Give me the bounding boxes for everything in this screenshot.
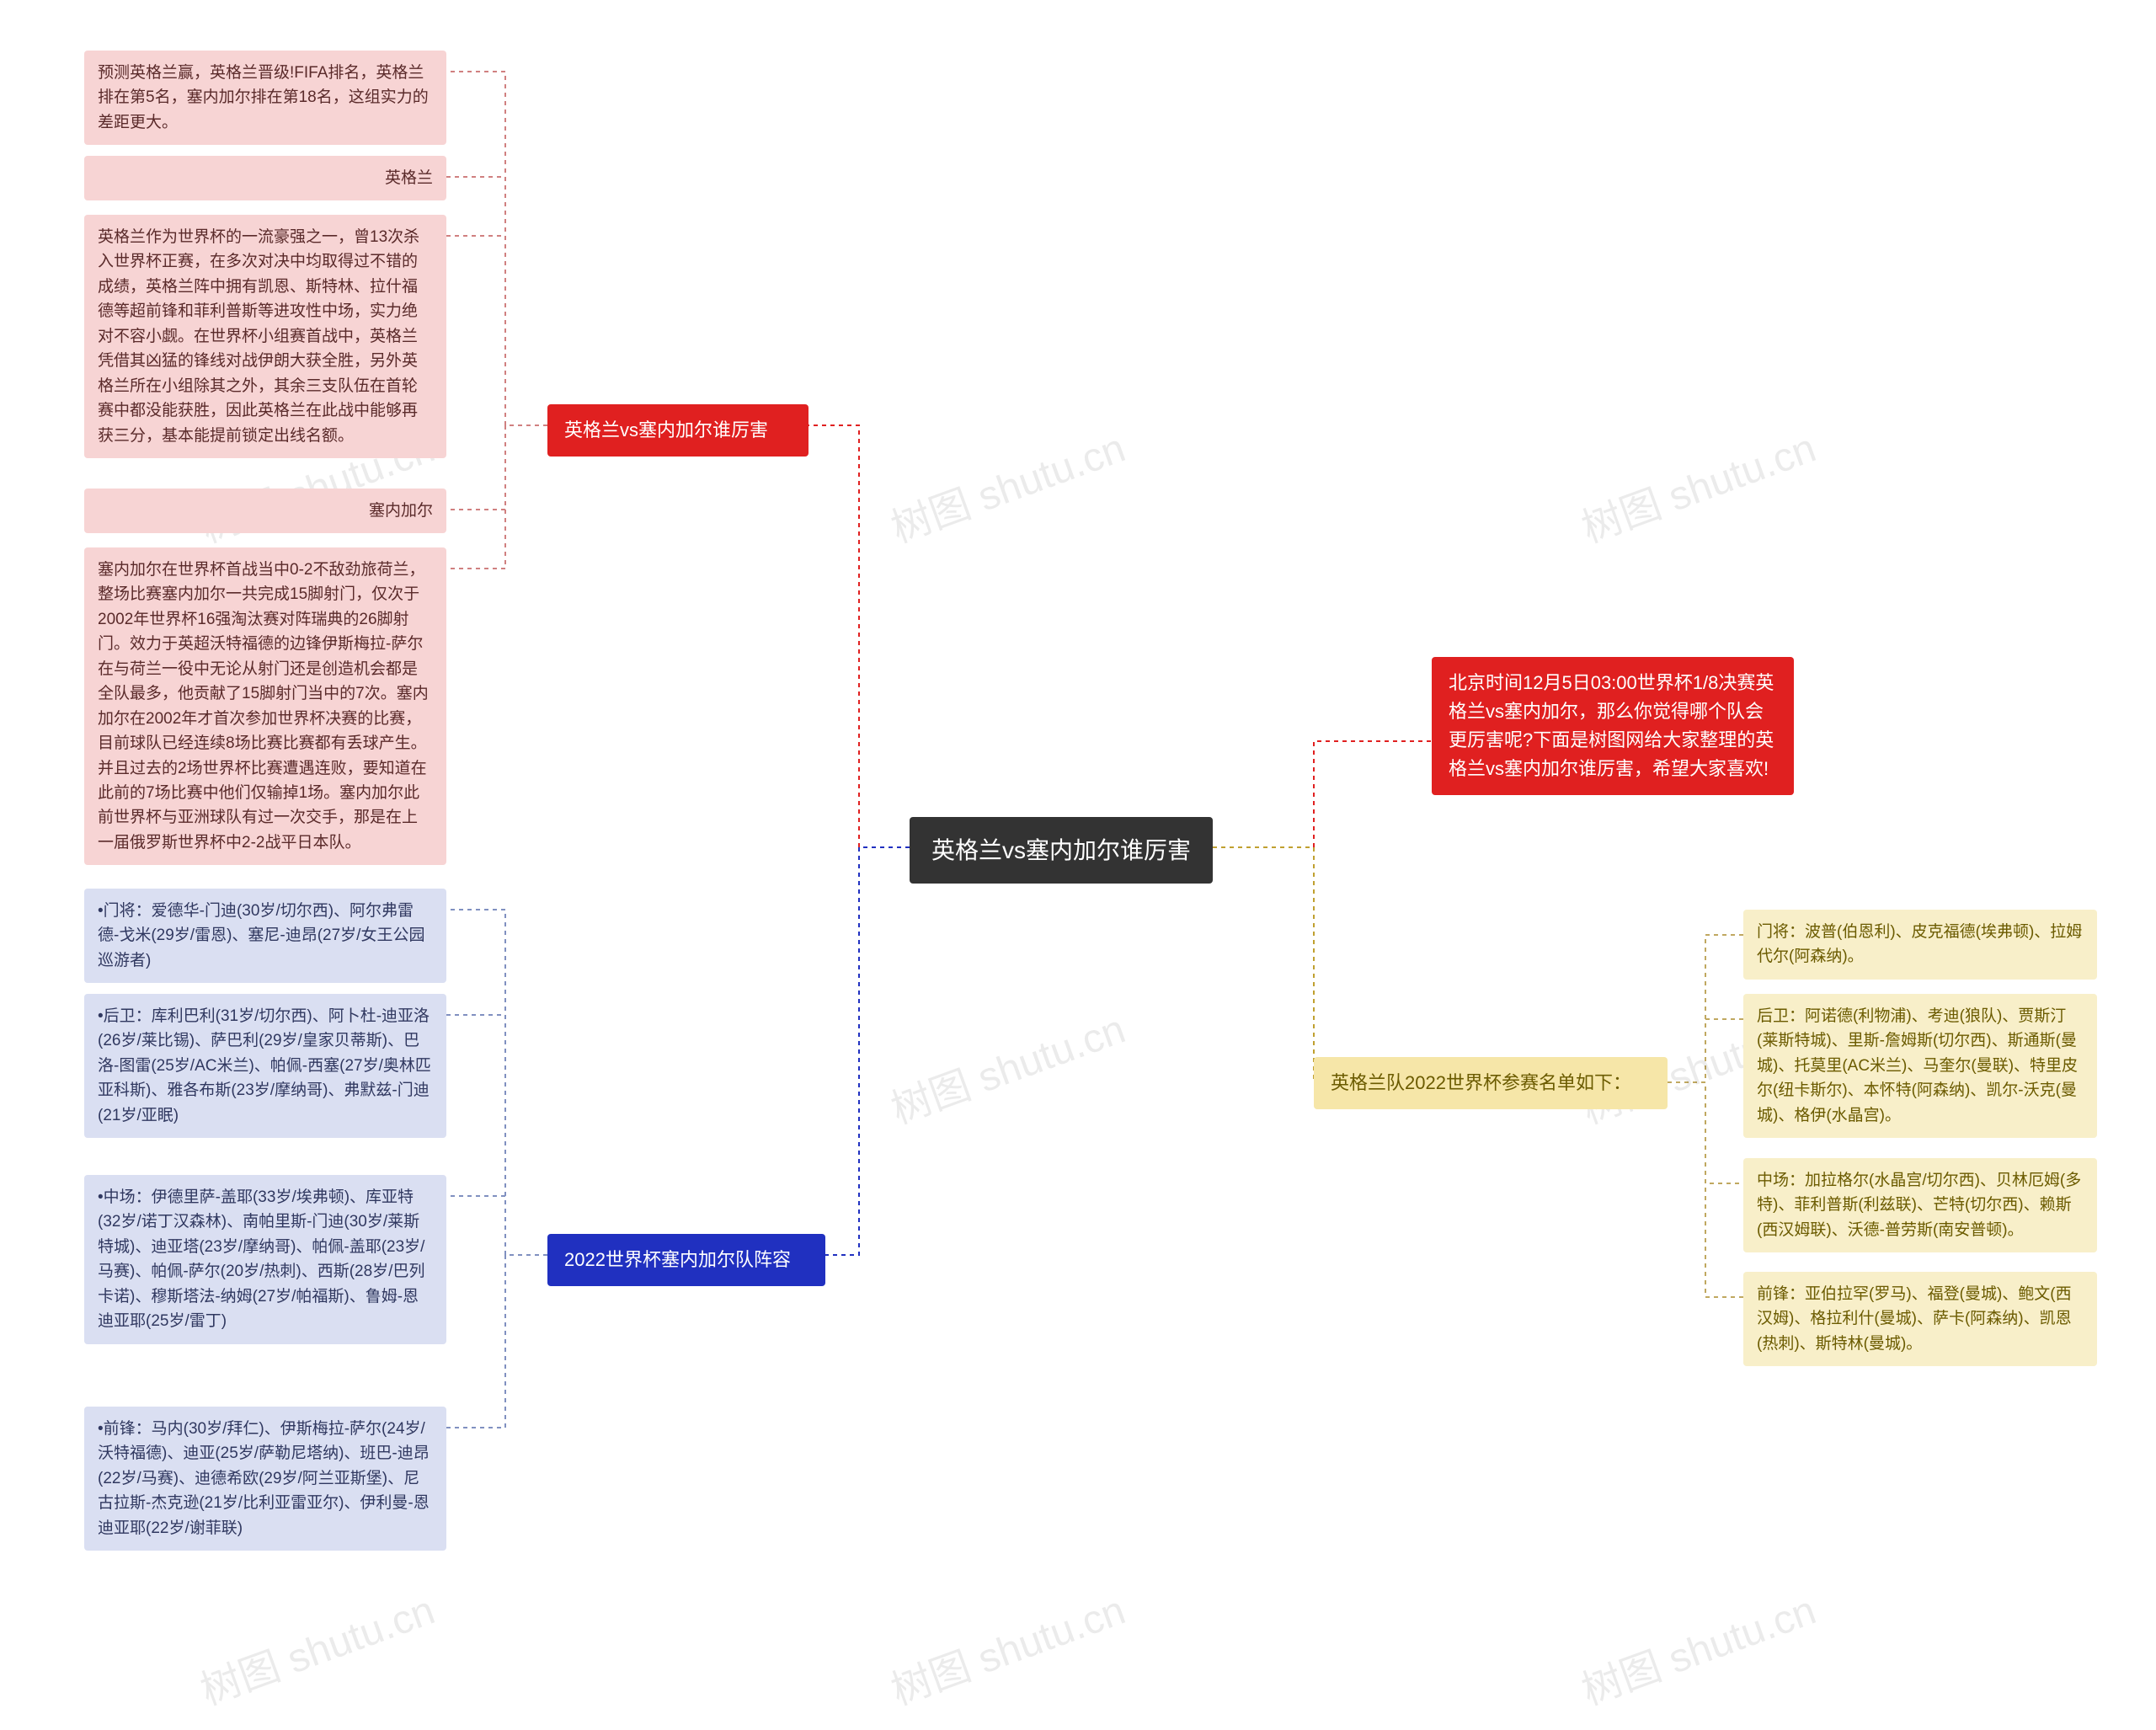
england-squad-mf: 中场：加拉格尔(水晶宫/切尔西)、贝林厄姆(多特)、菲利普斯(利兹联)、芒特(切…	[1743, 1158, 2097, 1252]
senegal-squad-mf: •中场：伊德里萨-盖耶(33岁/埃弗顿)、库亚特(32岁/诺丁汉森林)、南帕里斯…	[84, 1175, 446, 1344]
senegal-squad-title: 2022世界杯塞内加尔队阵容	[547, 1234, 825, 1286]
england-squad-fw: 前锋：亚伯拉罕(罗马)、福登(曼城)、鲍文(西汉姆)、格拉利什(曼城)、萨卡(阿…	[1743, 1272, 2097, 1366]
england-squad-df: 后卫：阿诺德(利物浦)、考迪(狼队)、贾斯汀(莱斯特城)、里斯-詹姆斯(切尔西)…	[1743, 994, 2097, 1138]
england-squad-title: 英格兰队2022世界杯参赛名单如下：	[1314, 1057, 1668, 1109]
senegal-squad-df: •后卫：库利巴利(31岁/切尔西)、阿卜杜-迪亚洛(26岁/莱比锡)、萨巴利(2…	[84, 994, 446, 1138]
intro-node: 北京时间12月5日03:00世界杯1/8决赛英格兰vs塞内加尔，那么你觉得哪个队…	[1432, 657, 1794, 795]
vs-england-label: 英格兰	[84, 156, 446, 200]
vs-senegal-analysis: 塞内加尔在世界杯首战当中0-2不敌劲旅荷兰，整场比赛塞内加尔一共完成15脚射门，…	[84, 547, 446, 865]
senegal-squad-gk: •门将：爱德华-门迪(30岁/切尔西)、阿尔弗雷德-戈米(29岁/雷恩)、塞尼-…	[84, 889, 446, 983]
vs-prediction: 预测英格兰赢，英格兰晋级!FIFA排名，英格兰排在第5名，塞内加尔排在第18名，…	[84, 51, 446, 145]
vs-senegal-label: 塞内加尔	[84, 489, 446, 533]
vs-england-analysis: 英格兰作为世界杯的一流豪强之一，曾13次杀入世界杯正赛，在多次对决中均取得过不错…	[84, 215, 446, 458]
england-squad-gk: 门将：波普(伯恩利)、皮克福德(埃弗顿)、拉姆代尔(阿森纳)。	[1743, 910, 2097, 980]
vs-section-title: 英格兰vs塞内加尔谁厉害	[547, 404, 808, 457]
root-node: 英格兰vs塞内加尔谁厉害	[910, 817, 1213, 884]
senegal-squad-fw: •前锋：马内(30岁/拜仁)、伊斯梅拉-萨尔(24岁/沃特福德)、迪亚(25岁/…	[84, 1407, 446, 1551]
